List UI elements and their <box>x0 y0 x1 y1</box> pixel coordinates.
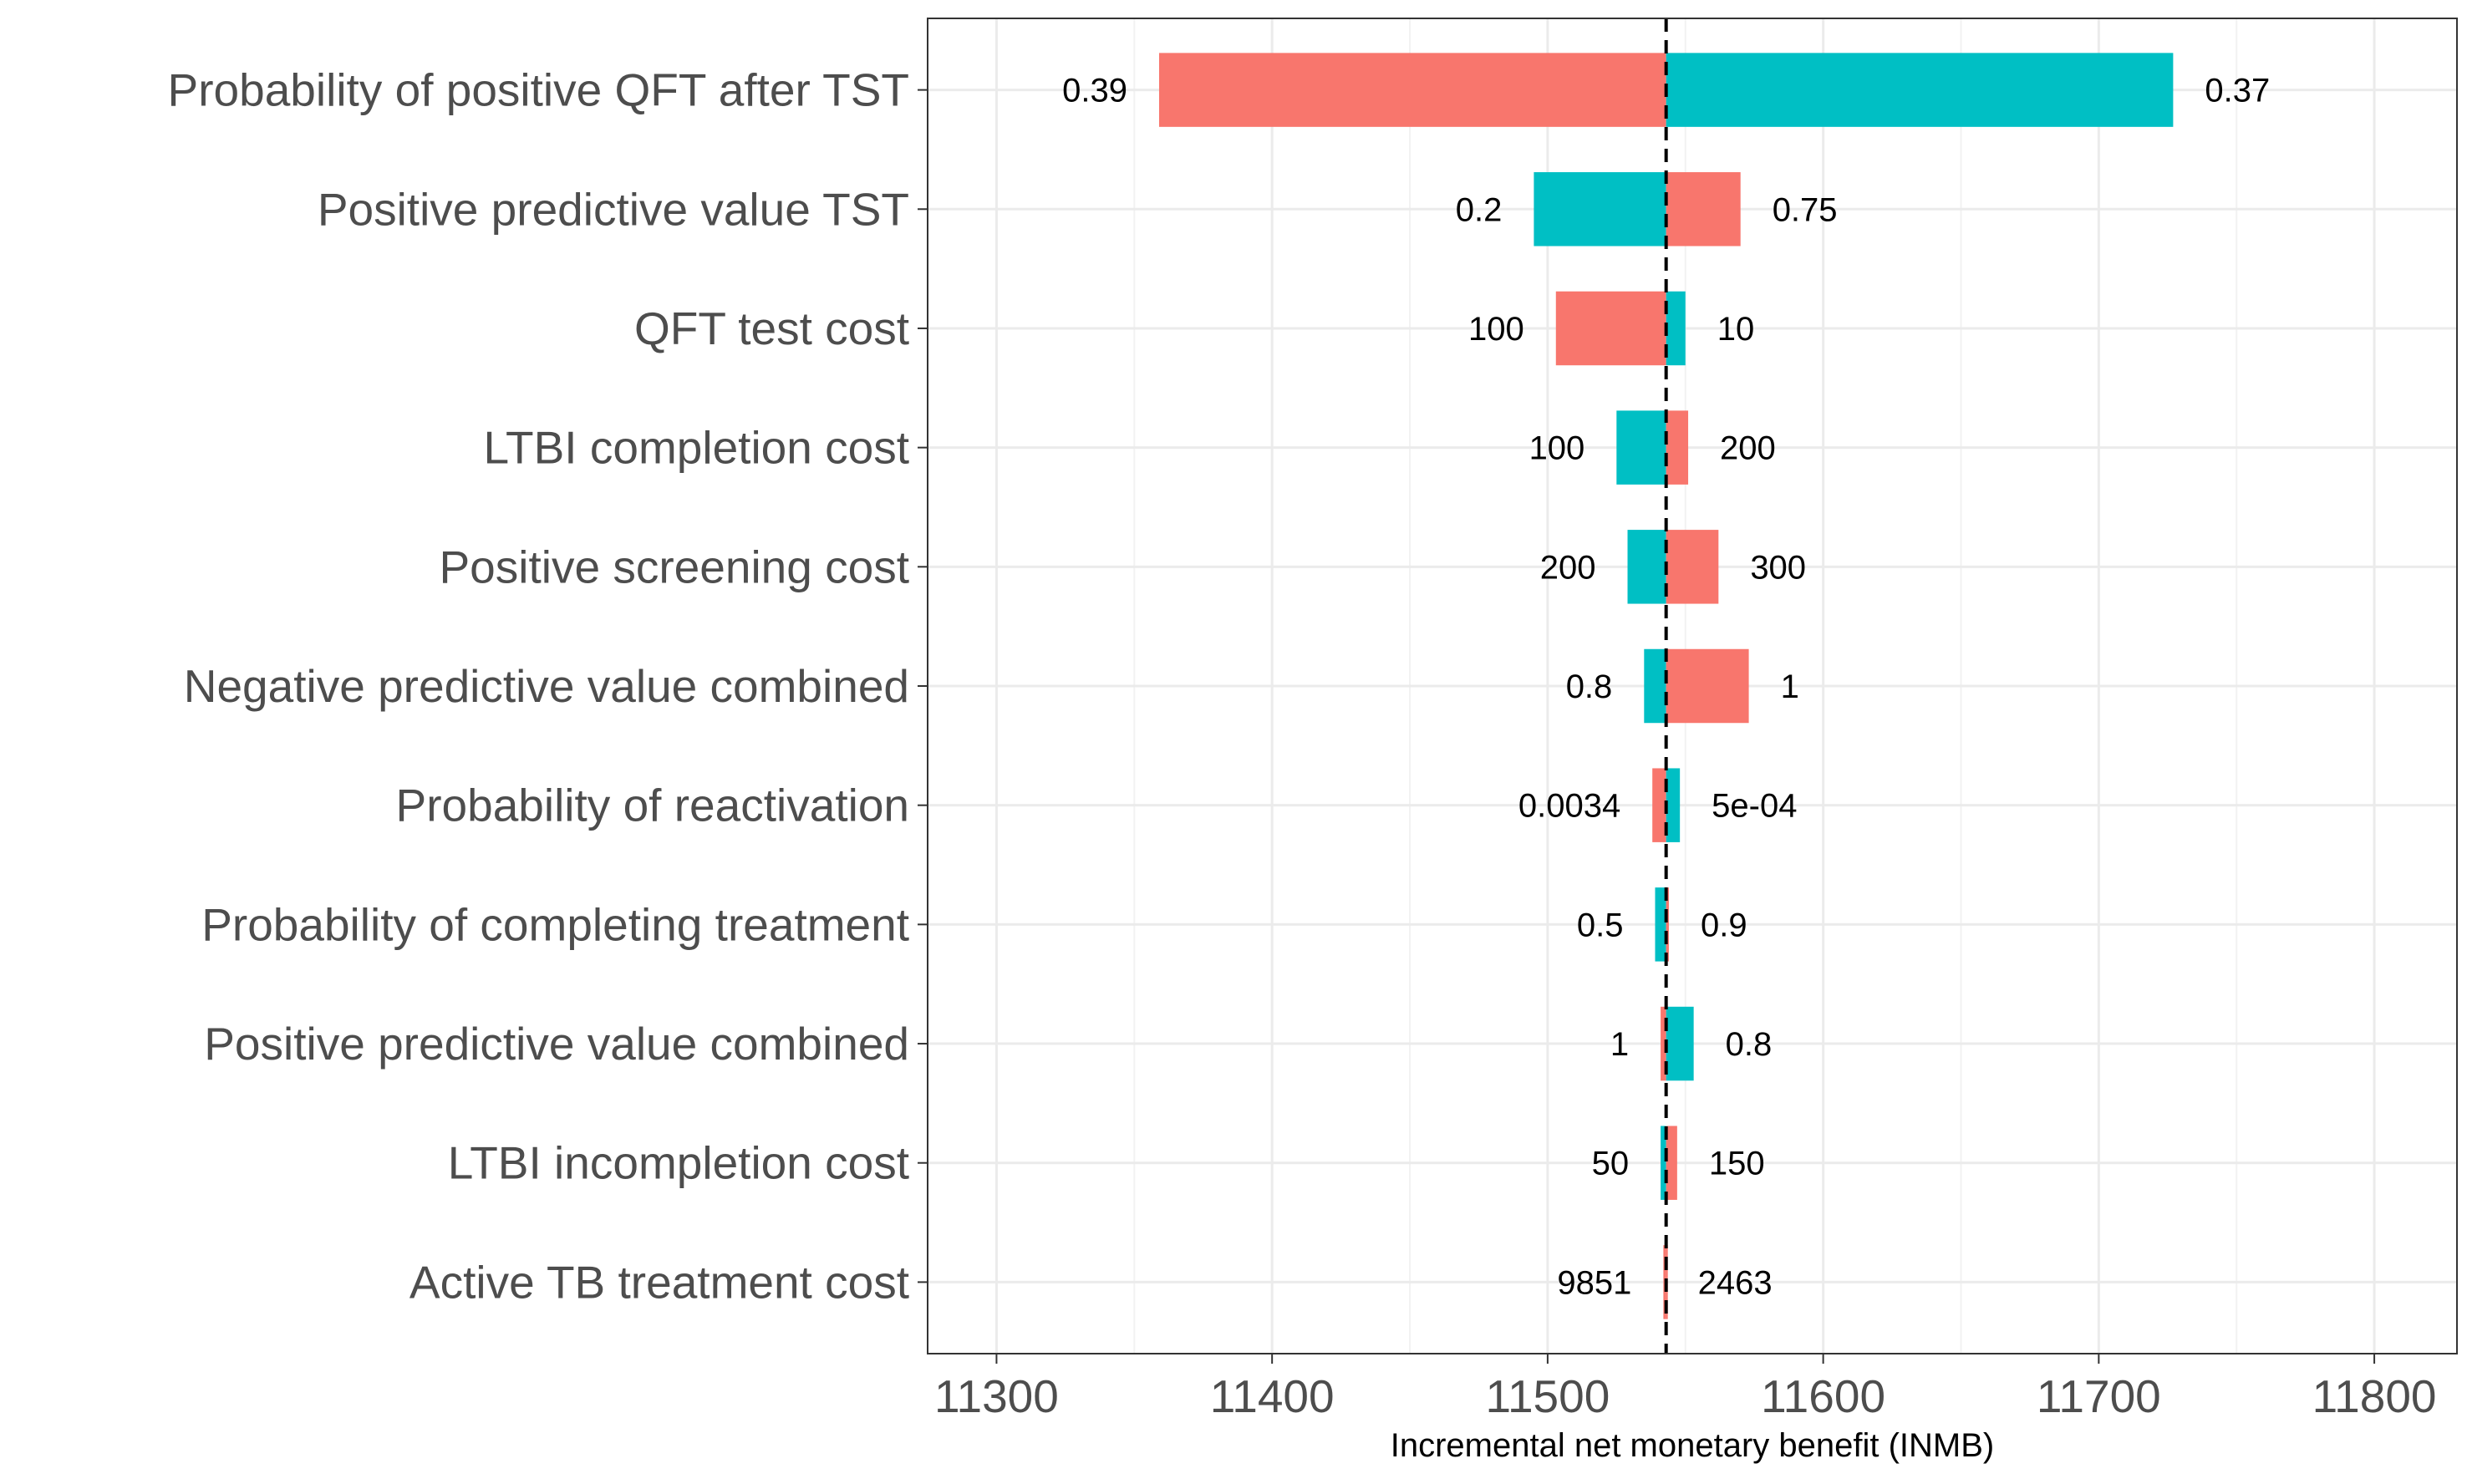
category-label: Positive predictive value TST <box>318 183 909 235</box>
bar-right-segment <box>1666 410 1689 485</box>
category-label: Probability of positive QFT after TST <box>168 64 909 116</box>
bar-high-label: 5e-04 <box>1712 788 1797 825</box>
bar-low-label: 100 <box>1468 311 1524 348</box>
x-tick-label: 11400 <box>1210 1370 1335 1422</box>
bar-low-label: 0.8 <box>1566 668 1613 705</box>
bar-low-label: 0.39 <box>1062 73 1127 109</box>
bar-left-segment <box>1534 172 1666 246</box>
category-label: Probability of reactivation <box>396 780 909 831</box>
x-tick-label: 11600 <box>1761 1370 1885 1422</box>
bar-left-segment <box>1644 648 1666 724</box>
bar-low-label: 9851 <box>1557 1264 1631 1301</box>
bar-high-label: 2463 <box>1698 1264 1773 1301</box>
bar-right-segment <box>1666 1126 1677 1200</box>
bar-high-label: 0.9 <box>1701 907 1747 943</box>
bar-low-label: 0.0034 <box>1518 788 1620 825</box>
bar-low-label: 0.2 <box>1456 191 1503 228</box>
bar-left-segment <box>1655 887 1666 962</box>
bar-left-segment <box>1661 1126 1666 1200</box>
category-label: Negative predictive value combined <box>184 660 909 712</box>
category-label: Probability of completing treatment <box>201 898 909 950</box>
bar-high-label: 300 <box>1750 549 1806 586</box>
bar-right-segment <box>1666 1006 1694 1081</box>
category-label: Active TB treatment cost <box>409 1256 909 1308</box>
bar-right-segment <box>1666 648 1749 724</box>
bar-low-label: 1 <box>1610 1026 1629 1063</box>
bar-right-segment <box>1666 887 1669 962</box>
x-tick-label: 11300 <box>934 1370 1059 1422</box>
category-label: LTBI incompletion cost <box>448 1137 909 1189</box>
x-tick-label: 11800 <box>2312 1370 2437 1422</box>
x-tick-label: 11500 <box>1485 1370 1610 1422</box>
bar-low-label: 50 <box>1592 1146 1630 1182</box>
bar-right-segment <box>1666 172 1741 246</box>
bar-left-segment <box>1627 530 1666 604</box>
bar-high-label: 1 <box>1781 668 1799 705</box>
bar-low-label: 100 <box>1529 430 1585 467</box>
bar-right-segment <box>1666 768 1681 842</box>
x-axis-title: Incremental net monetary benefit (INMB) <box>1391 1427 1995 1464</box>
category-label: LTBI completion cost <box>484 422 909 474</box>
bar-low-label: 0.5 <box>1577 907 1624 943</box>
x-tick-label: 11700 <box>2037 1370 2161 1422</box>
bar-right-segment <box>1666 53 2174 127</box>
bar-high-label: 150 <box>1709 1146 1765 1182</box>
bar-left-segment <box>1652 768 1666 842</box>
bar-right-segment <box>1666 291 1686 366</box>
bar-high-label: 0.8 <box>1726 1026 1773 1063</box>
bar-left-segment <box>1661 1006 1666 1081</box>
category-label: Positive predictive value combined <box>204 1018 909 1070</box>
bar-right-segment <box>1666 530 1719 604</box>
bar-left-segment <box>1158 53 1666 127</box>
bar-left-segment <box>1555 291 1666 366</box>
bar-high-label: 0.75 <box>1773 191 1838 228</box>
category-label: Positive screening cost <box>440 541 910 592</box>
bar-high-label: 10 <box>1717 311 1755 348</box>
bar-low-label: 200 <box>1540 549 1596 586</box>
bar-high-label: 200 <box>1720 430 1776 467</box>
bar-high-label: 0.37 <box>2205 73 2270 109</box>
category-label: QFT test cost <box>634 302 909 354</box>
bar-left-segment <box>1616 410 1666 485</box>
